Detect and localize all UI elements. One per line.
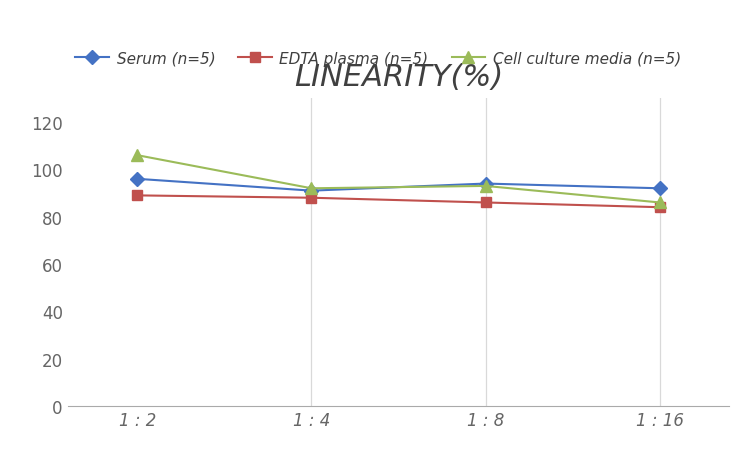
EDTA plasma (n=5) (307, 196, 316, 201)
Serum (n=5) (133, 177, 142, 182)
Cell culture media (n=5) (133, 153, 142, 159)
EDTA plasma (n=5) (481, 200, 490, 206)
Title: LINEARITY(%): LINEARITY(%) (294, 62, 503, 92)
Cell culture media (n=5) (307, 186, 316, 192)
Line: EDTA plasma (n=5): EDTA plasma (n=5) (132, 191, 665, 212)
Cell culture media (n=5) (481, 184, 490, 189)
Serum (n=5) (307, 189, 316, 194)
Legend: Serum (n=5), EDTA plasma (n=5), Cell culture media (n=5): Serum (n=5), EDTA plasma (n=5), Cell cul… (75, 52, 681, 67)
EDTA plasma (n=5) (655, 205, 664, 211)
EDTA plasma (n=5) (133, 193, 142, 198)
Line: Serum (n=5): Serum (n=5) (132, 175, 665, 196)
Line: Cell culture media (n=5): Cell culture media (n=5) (131, 150, 666, 209)
Cell culture media (n=5) (655, 200, 664, 206)
Serum (n=5) (481, 181, 490, 187)
Serum (n=5) (655, 186, 664, 192)
